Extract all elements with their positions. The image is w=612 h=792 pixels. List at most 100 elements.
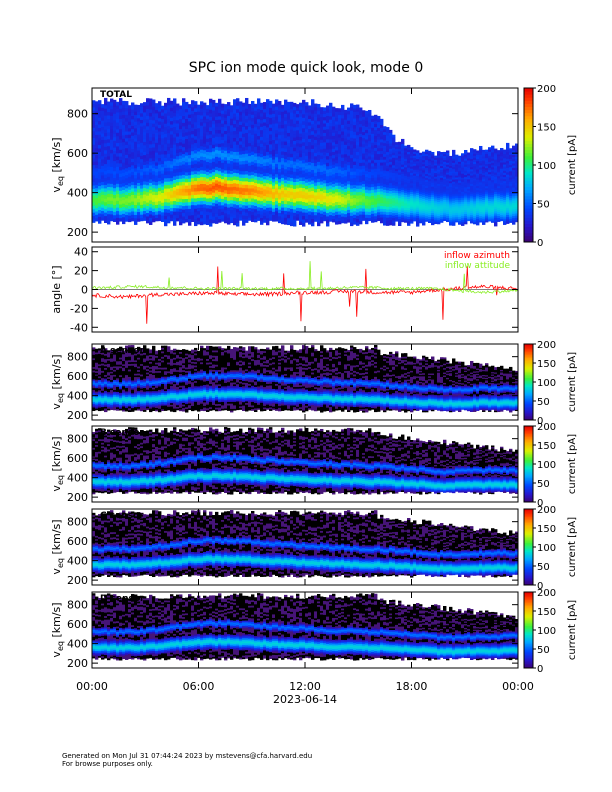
heatmap-cell	[401, 146, 404, 149]
heatmap-cell	[101, 143, 104, 147]
heatmap-cell	[386, 149, 389, 152]
heatmap-cell	[119, 194, 122, 198]
heatmap-cell	[380, 142, 383, 145]
heatmap-cell	[401, 217, 404, 220]
heatmap-cell	[125, 178, 128, 182]
heatmap-cell	[239, 210, 242, 214]
heatmap-cell	[251, 141, 254, 145]
heatmap-cell	[146, 119, 149, 123]
heatmap-cell	[155, 201, 158, 205]
heatmap-cell	[266, 155, 269, 159]
heatmap-cell	[176, 153, 179, 157]
heatmap-cell	[248, 195, 251, 199]
heatmap-cell	[389, 148, 392, 151]
heatmap-cell	[386, 184, 389, 187]
heatmap-cell	[332, 161, 335, 165]
heatmap-cell	[173, 127, 176, 131]
heatmap-cell	[335, 208, 338, 212]
heatmap-cell	[131, 218, 134, 222]
heatmap-cell	[170, 107, 173, 111]
heatmap-cell	[323, 145, 326, 149]
heatmap-cell	[356, 165, 359, 169]
heatmap-cell	[116, 207, 119, 211]
heatmap-cell	[269, 181, 272, 185]
heatmap-cell	[263, 162, 266, 166]
heatmap-cell	[356, 195, 359, 199]
heatmap-cell	[344, 113, 347, 117]
heatmap-cell	[296, 107, 299, 111]
heatmap-cell	[152, 168, 155, 172]
heatmap-cell	[131, 214, 134, 218]
heatmap-cell	[104, 112, 107, 116]
heatmap-cell	[107, 122, 110, 126]
heatmap-cell	[101, 201, 104, 205]
heatmap-cell	[389, 151, 392, 154]
heatmap-cell	[227, 109, 230, 113]
heatmap-cell	[122, 210, 125, 214]
heatmap-cell	[452, 150, 455, 153]
heatmap-cell	[146, 178, 149, 182]
heatmap-cell	[368, 181, 371, 184]
heatmap-cell	[332, 123, 335, 127]
heatmap-cell	[155, 191, 158, 195]
heatmap-cell	[356, 168, 359, 172]
heatmap-cell	[290, 205, 293, 209]
heatmap-cell	[131, 181, 134, 185]
heatmap-cell	[266, 138, 269, 142]
heatmap-cell	[194, 191, 197, 195]
heatmap-cell	[128, 115, 131, 119]
heatmap-cell	[179, 165, 182, 169]
heatmap-cell	[200, 149, 203, 153]
heatmap-cell	[218, 119, 221, 123]
heatmap-cell	[188, 121, 191, 125]
heatmap-cell	[257, 180, 260, 184]
heatmap-cell	[332, 184, 335, 188]
heatmap-cell	[158, 191, 161, 195]
heatmap-cell	[101, 165, 104, 169]
heatmap-cell	[290, 184, 293, 188]
heatmap-cell	[305, 156, 308, 160]
heatmap-cell	[368, 202, 371, 205]
heatmap-cell	[293, 137, 296, 141]
heatmap-cell	[209, 102, 212, 106]
heatmap-cell	[152, 218, 155, 222]
heatmap-cell	[293, 123, 296, 127]
heatmap-cell	[209, 134, 212, 138]
heatmap-cell	[380, 119, 383, 122]
heatmap-cell	[272, 202, 275, 206]
heatmap-cell	[101, 194, 104, 198]
heatmap-cell	[140, 175, 143, 179]
heatmap-cell	[365, 221, 368, 225]
heatmap-cell	[350, 171, 353, 175]
heatmap-cell	[362, 208, 365, 211]
heatmap-cell	[278, 169, 281, 173]
heatmap-cell	[149, 172, 152, 176]
heatmap-cell	[341, 147, 344, 151]
heatmap-cell	[251, 145, 254, 149]
heatmap-cell	[290, 202, 293, 206]
heatmap-cell	[230, 206, 233, 210]
heatmap-cell	[278, 125, 281, 129]
heatmap-cell	[323, 111, 326, 115]
heatmap-cell	[113, 100, 116, 104]
heatmap-cell	[137, 199, 140, 203]
heatmap-cell	[350, 117, 353, 121]
heatmap-cell	[140, 169, 143, 173]
heatmap-cell	[188, 104, 191, 108]
heatmap-cell	[122, 186, 125, 190]
heatmap-cell	[314, 136, 317, 140]
heatmap-cell	[236, 137, 239, 141]
heatmap-cell	[347, 108, 350, 112]
heatmap-cell	[257, 126, 260, 130]
heatmap-cell	[386, 157, 389, 160]
heatmap-cell	[92, 144, 95, 148]
heatmap-cell	[101, 120, 104, 124]
heatmap-cell	[359, 179, 362, 183]
heatmap-cell	[287, 160, 290, 164]
heatmap-cell	[137, 141, 140, 145]
heatmap-cell	[317, 185, 320, 189]
heatmap-cell	[383, 145, 386, 148]
heatmap-cell	[296, 201, 299, 205]
heatmap-cell	[161, 164, 164, 168]
heatmap-cell	[95, 135, 98, 139]
